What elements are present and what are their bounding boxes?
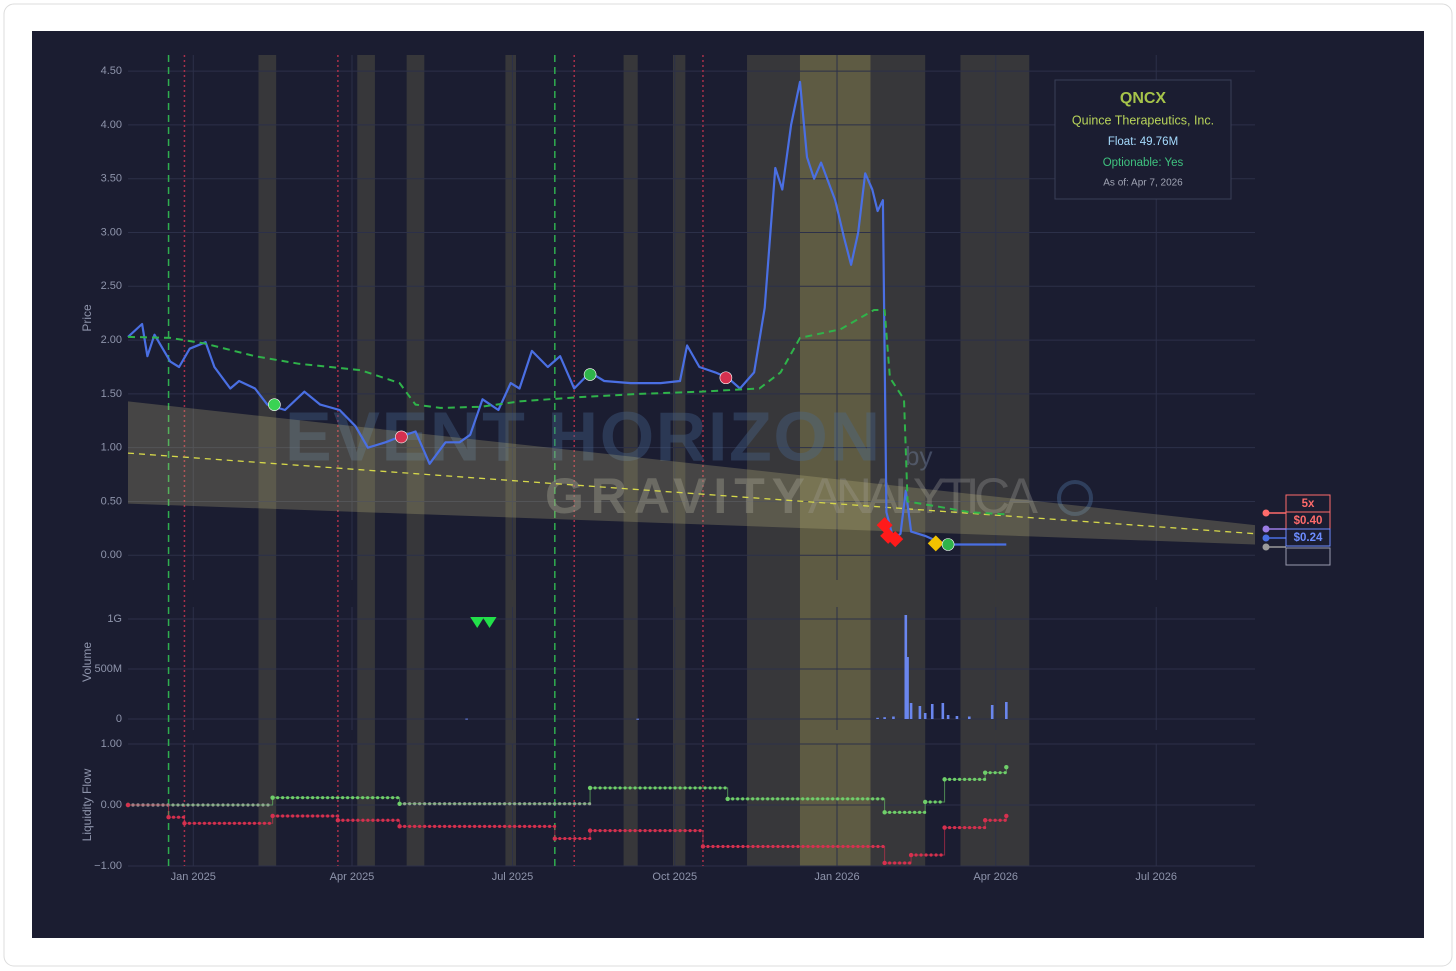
x-tick-label: Apr 2025 [330, 871, 375, 883]
volume-bar [906, 657, 909, 719]
y-tick-label: 0.00 [101, 549, 122, 561]
signal-marker [482, 617, 497, 628]
y-axis-title: Liquidity Flow [80, 768, 94, 841]
label-box [1285, 528, 1331, 547]
signal-marker [395, 430, 408, 444]
price-label: $0.40 [1294, 515, 1323, 527]
x-tick-label: Oct 2025 [652, 871, 697, 883]
y-tick-label: 2.50 [101, 280, 122, 292]
watermark: EVENT HORIZON [285, 397, 880, 475]
y-axis-title: Price [80, 304, 94, 332]
price-line [127, 80, 1007, 546]
shaded-period [672, 55, 686, 866]
watermark: by [905, 441, 932, 471]
volume-bar [892, 716, 895, 719]
price-label: 5x [1302, 498, 1315, 510]
signal-marker [887, 531, 904, 548]
price-label: $0.24 [1294, 532, 1323, 544]
volume-bar [636, 718, 640, 720]
shaded-period [357, 55, 375, 866]
y-tick-label: 0.50 [101, 495, 122, 507]
volume-bar [909, 703, 913, 719]
volume-bar [883, 717, 886, 719]
as-of: As of: Apr 7, 2026 [1103, 178, 1183, 189]
y-axis-title: Volume [80, 642, 94, 682]
volume-bar [941, 703, 945, 719]
float-info: Float: 49.76M [1108, 136, 1178, 148]
x-tick-label: Jul 2025 [492, 871, 534, 883]
y-tick-label: 4.50 [101, 65, 122, 77]
y-tick-label: 500M [94, 663, 122, 675]
label-box [1285, 547, 1331, 566]
volume-bar [1005, 702, 1008, 719]
shaded-period [799, 55, 871, 866]
y-tick-label: 1.50 [101, 388, 122, 400]
signal-marker [583, 368, 597, 381]
step-connector [128, 767, 1007, 813]
shaded-period [960, 55, 1030, 866]
volume-bar [955, 716, 959, 719]
signal-marker [941, 538, 955, 551]
x-tick-label: Jan 2025 [171, 871, 216, 883]
x-tick-label: Jul 2026 [1135, 871, 1177, 883]
volume-bar [923, 713, 927, 719]
y-tick-label: 1G [107, 613, 122, 625]
volume-bar [904, 615, 908, 719]
y-tick-label: −1.00 [94, 860, 122, 872]
shaded-period [406, 55, 425, 866]
volume-bar [876, 717, 879, 719]
label-dot [1262, 543, 1270, 551]
trend-band [128, 401, 1255, 545]
info-box [1054, 79, 1232, 200]
price-line [127, 309, 1007, 516]
x-tick-label: Jan 2026 [814, 871, 859, 883]
signal-marker [268, 398, 281, 411]
step-connector [128, 804, 1007, 864]
volume-bar [946, 715, 950, 719]
y-tick-label: 3.00 [101, 226, 122, 238]
y-tick-label: 4.00 [101, 119, 122, 131]
company-name: Quince Therapeutics, Inc. [1072, 113, 1214, 127]
volume-bar [465, 718, 468, 720]
signal-marker [470, 617, 485, 628]
label-dot [1262, 534, 1270, 542]
shaded-period [258, 55, 277, 866]
y-tick-label: 0.00 [101, 799, 122, 811]
volume-bar [967, 716, 971, 719]
y-tick-label: 0 [116, 713, 122, 725]
optionable-info: Optionable: Yes [1103, 157, 1184, 169]
shaded-period [505, 55, 517, 866]
signal-marker [719, 371, 733, 385]
y-tick-label: 3.50 [101, 173, 122, 185]
shaded-period [623, 55, 638, 866]
volume-bar [930, 704, 934, 719]
x-tick-label: Apr 2026 [973, 871, 1018, 883]
y-tick-label: 1.00 [101, 442, 122, 454]
volume-bar [918, 706, 922, 719]
trend-line [127, 452, 1256, 535]
shaded-period [870, 55, 926, 866]
label-dot [1262, 509, 1270, 517]
y-tick-label: 2.00 [101, 334, 122, 346]
y-tick-label: 1.00 [101, 738, 122, 750]
volume-bar [990, 705, 994, 719]
ticker-symbol: QNCX [1120, 90, 1167, 107]
label-dot [1262, 525, 1270, 533]
watermark-logo [1057, 480, 1093, 516]
signal-marker [927, 535, 944, 552]
